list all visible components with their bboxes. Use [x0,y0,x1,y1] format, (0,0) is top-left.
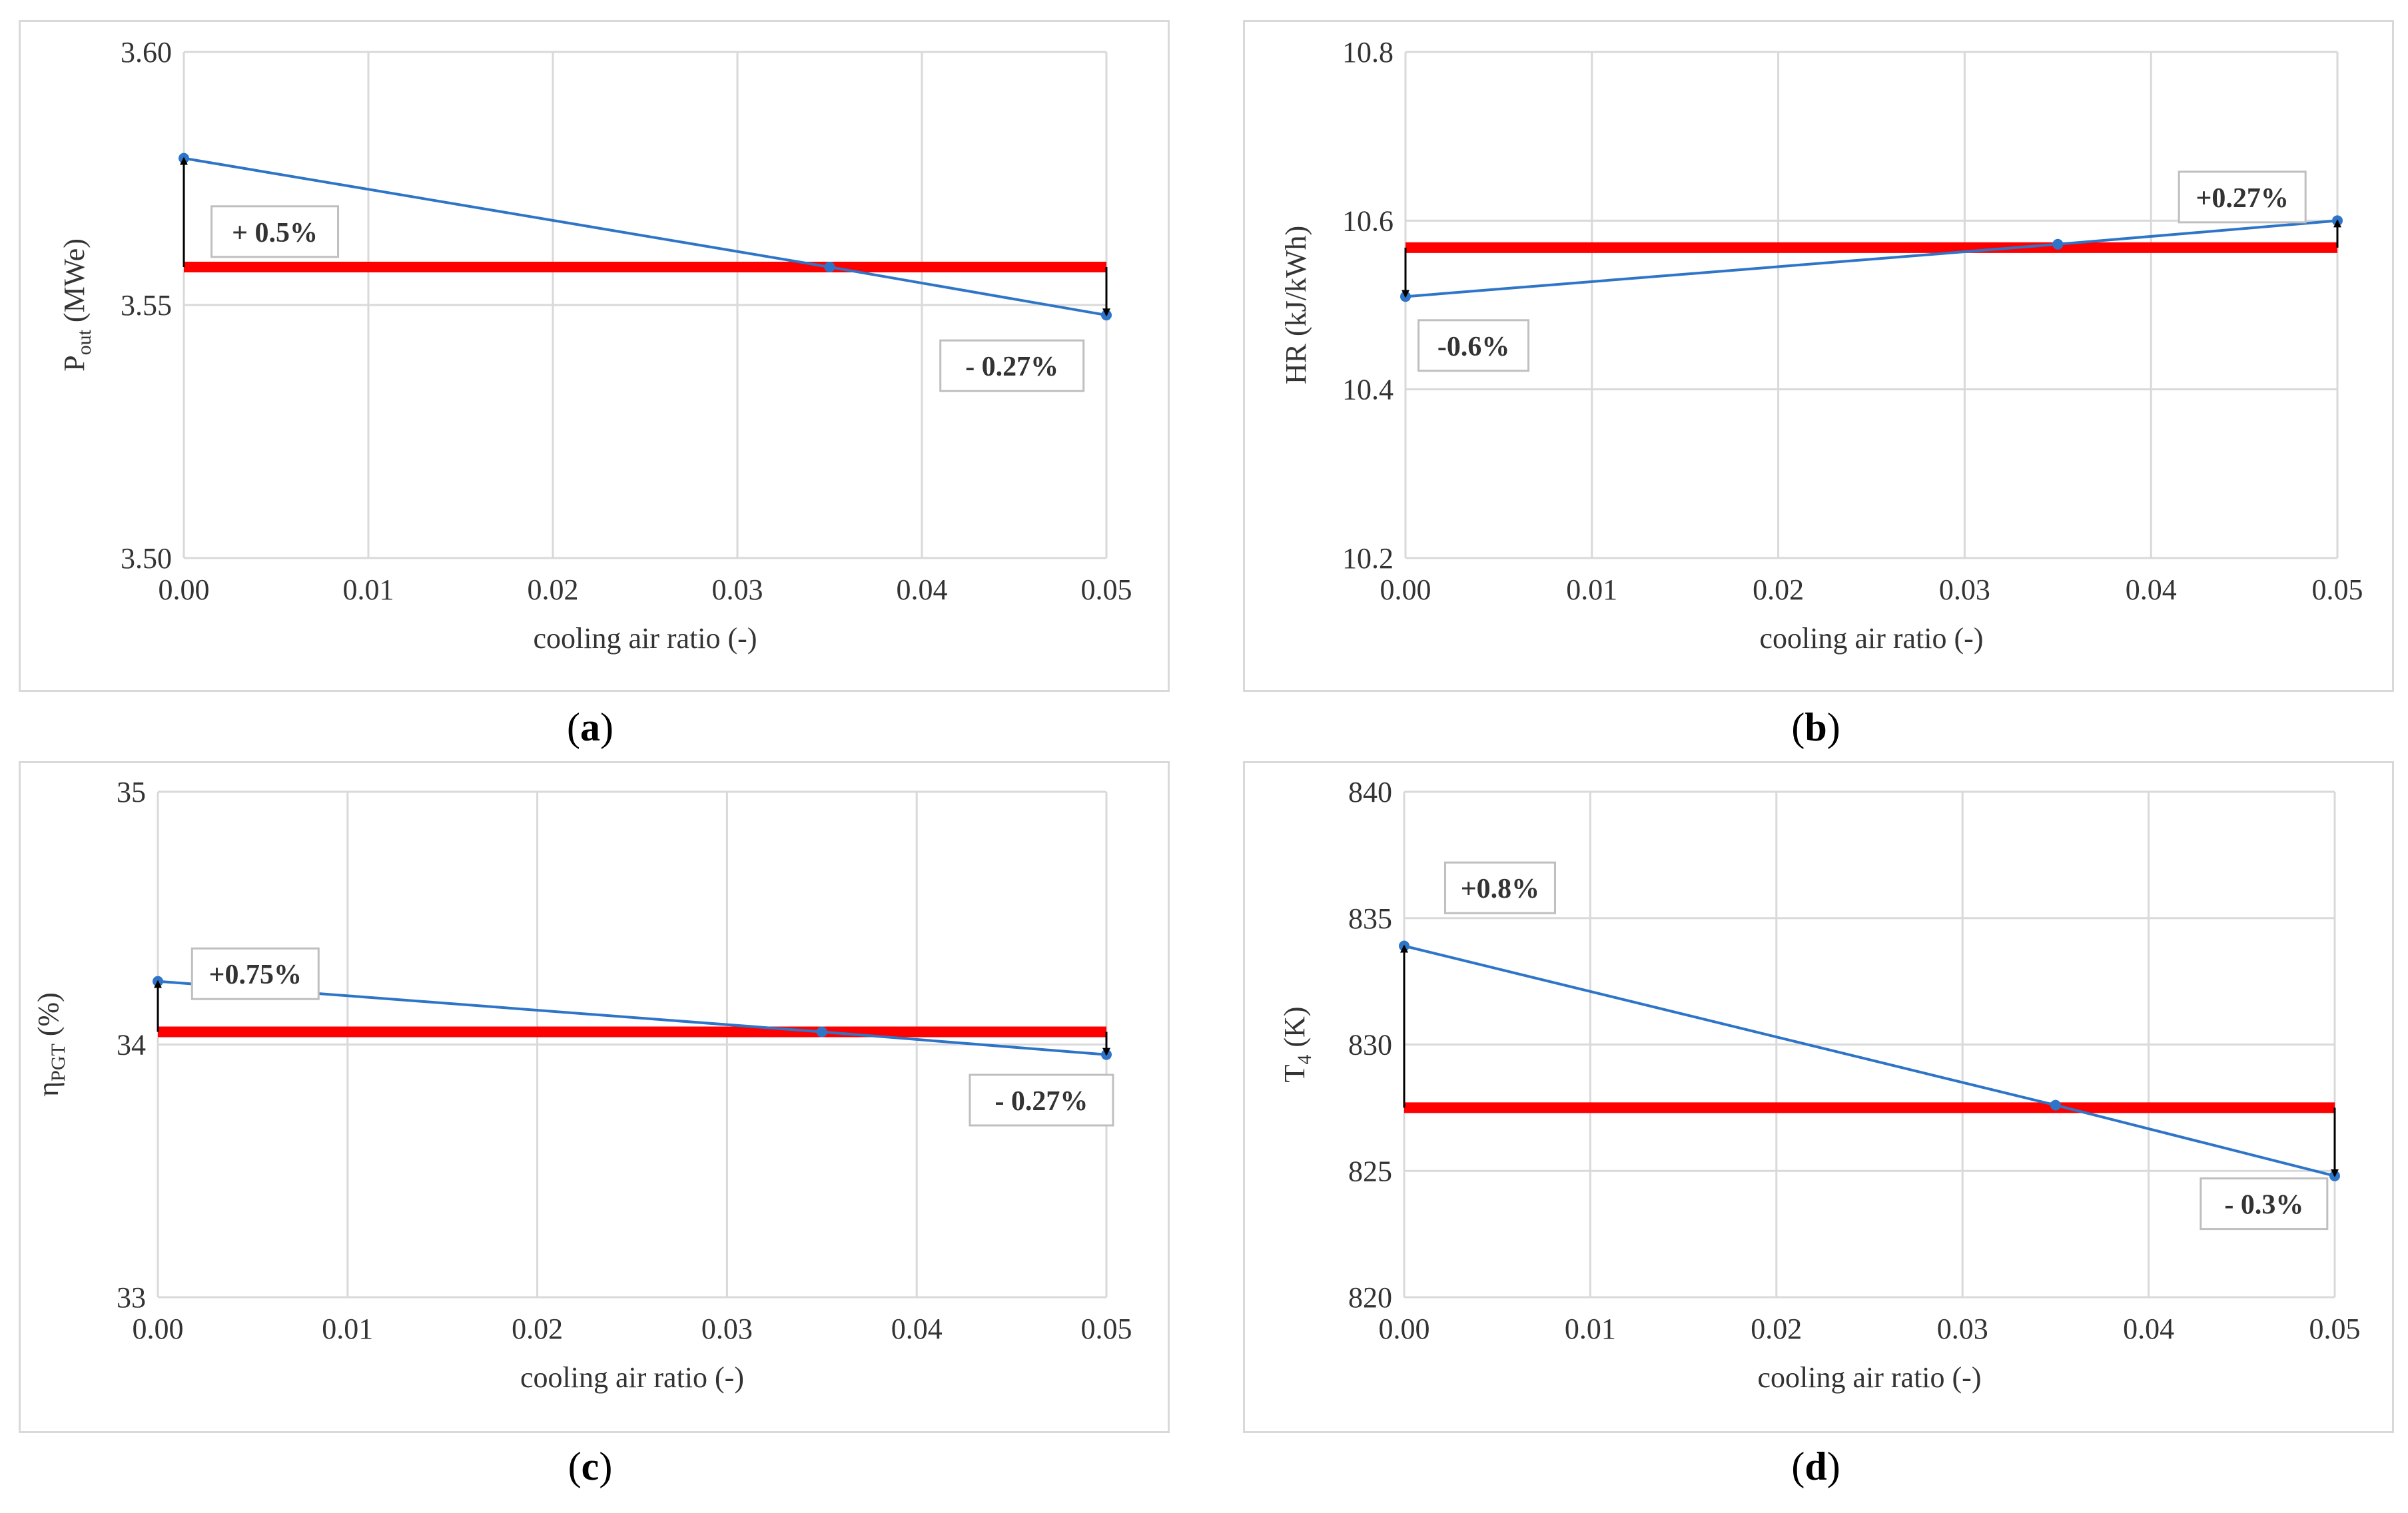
annotation-box [191,947,320,1000]
x-tick-label: 0.02 [1753,573,1804,606]
caption-c: (c) [568,1444,613,1488]
annotation-label: - 0.27% [995,1086,1088,1117]
annotation-label: +0.8% [1461,874,1539,904]
series-point [2050,1099,2061,1111]
y-axis-title-unit: (MWe) [58,238,91,330]
chart-panel-d: 0.00 0.01 0.02 0.03 0.04 0.05 820 825 830 835 840 c… [1243,761,2394,1433]
y-axis-title-main: P [58,355,91,371]
x-tick-label: 0.01 [1565,1313,1616,1345]
y-axis-title: HR (kJ/kWh) [1280,226,1312,384]
caption-a: (a) [567,705,613,749]
x-tick-label: 0.01 [1566,573,1617,606]
x-tick-label: 0.05 [2309,1313,2361,1345]
x-tick-label: 0.04 [2123,1313,2174,1345]
x-tick-label: 0.01 [322,1313,373,1345]
x-tick-label: 0.00 [1380,573,1431,606]
x-tick-label: 0.03 [701,1313,753,1345]
x-tick-label: 0.01 [343,573,394,606]
series-point [2052,238,2064,250]
chart-d-svg: 0.00 0.01 0.02 0.03 0.04 0.05 820 825 830 835 840 c… [1278,776,2361,1394]
y-tick-label: 820 [1348,1281,1392,1314]
annotation-label: + 0.5% [232,218,318,248]
y-tick-label: 840 [1348,776,1392,808]
x-tick-label: 0.03 [1939,573,1990,606]
x-tick-label: 0.04 [891,1313,943,1345]
annotation-label: +0.75% [209,960,302,990]
x-tick-label: 0.00 [133,1313,184,1345]
y-tick-label: 825 [1348,1155,1392,1187]
x-axis-title: cooling air ratio (-) [1758,1361,1982,1394]
chart-a-svg: 0.00 0.01 0.02 0.03 0.04 0.05 3.50 3.55 3.60 cool… [58,36,1132,655]
y-axis-title-main: η [32,1081,65,1097]
x-tick-label: 0.04 [2126,573,2177,606]
annotation-box [210,205,340,258]
chart-panel-b: 0.00 0.01 0.02 0.03 0.04 0.05 10.2 10.4 10.6 10.8… [1243,20,2394,692]
chart-c-svg: 0.00 0.01 0.02 0.03 0.04 0.05 33 34 35 cooling ai… [32,776,1132,1394]
annotation-box [969,1073,1114,1127]
y-axis-title-subscript: out [73,329,95,355]
y-tick-label: 10.2 [1342,542,1394,575]
series-point [824,262,835,272]
x-tick-label: 0.02 [528,573,579,606]
annotation-label: -0.6% [1437,332,1510,362]
y-axis-title-main: T [1278,1064,1311,1082]
annotation-box [1443,861,1556,914]
y-tick-label: 10.8 [1342,36,1394,69]
x-tick-label: 0.02 [512,1313,563,1345]
y-tick-label: 33 [117,1281,146,1314]
y-axis-title-subscript: 4 [1294,1055,1316,1065]
y-tick-label: 3.55 [121,289,172,322]
x-tick-label: 0.05 [1081,1313,1132,1345]
y-tick-label: 830 [1348,1029,1392,1061]
x-axis-title: cooling air ratio (-) [534,622,757,655]
caption-d: (d) [1791,1444,1840,1488]
series-line [1405,219,2338,298]
annotation-box [939,339,1085,392]
x-tick-label: 0.03 [1937,1313,1988,1345]
y-tick-label: 3.60 [121,36,172,69]
y-axis-title: T4 (K) [1278,1007,1316,1083]
y-tick-label: 35 [117,776,146,808]
chart-b-svg: 0.00 0.01 0.02 0.03 0.04 0.05 10.2 10.4 10.6 10.8… [1280,36,2363,655]
y-tick-label: 3.50 [121,542,172,575]
chart-panel-a: 0.00 0.01 0.02 0.03 0.04 0.05 3.50 3.55 3.60 cool… [19,20,1170,692]
x-tick-label: 0.00 [1379,1313,1430,1345]
annotation-box [1417,319,1530,372]
x-tick-label: 0.03 [712,573,763,606]
y-axis-title-unit: (%) [32,992,65,1044]
y-axis-title-unit: (K) [1278,1007,1311,1055]
x-axis-title: cooling air ratio (-) [1760,622,1984,655]
x-tick-label: 0.02 [1751,1313,1802,1345]
x-tick-label: 0.05 [1081,573,1132,606]
y-tick-label: 835 [1348,902,1392,935]
series-point [816,1026,827,1038]
annotation-box [2200,1177,2329,1231]
x-tick-label: 0.05 [2312,573,2363,606]
y-axis-title-subscript: PGT [47,1044,69,1081]
chart-panel-c: 0.00 0.01 0.02 0.03 0.04 0.05 33 34 35 cooling ai… [19,761,1170,1433]
annotation-label: - 0.3% [2224,1190,2303,1221]
annotation-box [2178,170,2307,224]
caption-b: (b) [1791,705,1840,749]
annotation-label: - 0.27% [965,352,1058,382]
y-tick-label: 34 [117,1029,146,1061]
x-tick-label: 0.00 [159,573,210,606]
y-tick-label: 10.6 [1342,204,1394,237]
x-tick-label: 0.04 [897,573,948,606]
y-axis-title: ηPGT (%) [32,992,69,1097]
series-line [1404,944,2335,1177]
y-tick-label: 10.4 [1342,374,1394,406]
y-axis-title-main: HR (kJ/kWh) [1280,226,1312,384]
y-axis-title: Pout (MWe) [58,238,95,372]
x-axis-title: cooling air ratio (-) [520,1361,744,1394]
annotation-label: +0.27% [2196,183,2288,214]
